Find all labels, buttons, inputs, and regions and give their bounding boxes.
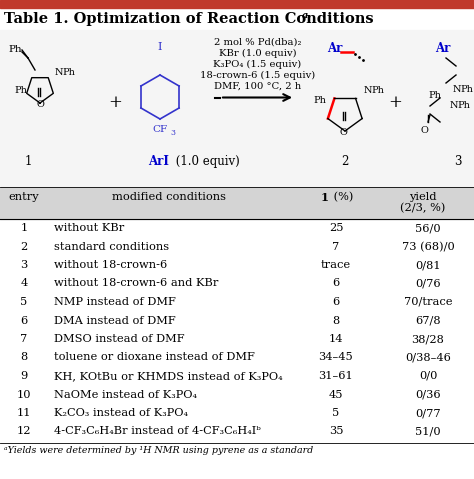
Text: 1: 1 [24, 155, 32, 168]
Text: 0/81: 0/81 [415, 260, 441, 270]
Text: 2: 2 [341, 155, 349, 168]
Text: 35: 35 [329, 426, 343, 436]
Text: 3: 3 [454, 155, 462, 168]
Text: O: O [339, 128, 347, 137]
Text: 8: 8 [20, 353, 27, 363]
Text: Table 1. Optimization of Reaction Conditions: Table 1. Optimization of Reaction Condit… [4, 12, 374, 26]
Text: 11: 11 [17, 408, 31, 418]
Bar [0, 187, 474, 219]
Text: 14: 14 [329, 334, 343, 344]
Text: 1: 1 [20, 223, 27, 233]
Text: 4-CF₃C₆H₄Br instead of 4-CF₃C₆H₄Iᵇ: 4-CF₃C₆H₄Br instead of 4-CF₃C₆H₄Iᵇ [54, 426, 261, 436]
Text: 25: 25 [329, 223, 343, 233]
Text: Ph: Ph [457, 101, 470, 110]
Text: 0/38–46: 0/38–46 [405, 353, 451, 363]
Text: NMP instead of DMF: NMP instead of DMF [54, 297, 176, 307]
Text: N: N [453, 85, 462, 94]
Text: 18-crown-6 (1.5 equiv): 18-crown-6 (1.5 equiv) [200, 71, 315, 80]
Text: Ar: Ar [328, 42, 343, 55]
Text: (%): (%) [330, 192, 354, 202]
Text: 45: 45 [329, 389, 343, 399]
Text: 0/36: 0/36 [415, 389, 441, 399]
Text: 67/8: 67/8 [415, 316, 441, 326]
Text: without 18-crown-6: without 18-crown-6 [54, 260, 167, 270]
Text: 7: 7 [332, 241, 340, 251]
Text: DMF, 100 °C, 2 h: DMF, 100 °C, 2 h [214, 82, 301, 91]
Text: ArI: ArI [148, 155, 169, 168]
Text: +: + [108, 94, 122, 111]
Text: Ph: Ph [428, 91, 441, 100]
Text: Ph: Ph [8, 45, 22, 54]
Text: (2/3, %): (2/3, %) [401, 203, 446, 213]
Text: N: N [364, 85, 373, 94]
Text: 6: 6 [332, 278, 340, 288]
Text: 1: 1 [321, 192, 329, 203]
Text: entry: entry [9, 192, 39, 202]
Text: K₃PO₄ (1.5 equiv): K₃PO₄ (1.5 equiv) [213, 60, 301, 69]
Text: 5: 5 [20, 297, 27, 307]
Text: N: N [55, 68, 64, 77]
Text: 31–61: 31–61 [319, 371, 354, 381]
Text: ᵃYields were determined by ¹H NMR using pyrene as a standard: ᵃYields were determined by ¹H NMR using … [4, 446, 313, 455]
Text: Ph: Ph [371, 85, 384, 94]
Text: +: + [388, 94, 402, 111]
Text: CF: CF [153, 125, 168, 134]
Bar [0, 30, 474, 185]
Text: DMA instead of DMF: DMA instead of DMF [54, 316, 176, 326]
Text: 4: 4 [20, 278, 27, 288]
Text: DMSO instead of DMF: DMSO instead of DMF [54, 334, 185, 344]
Text: (1.0 equiv): (1.0 equiv) [172, 155, 240, 168]
Text: 2 mol % Pd(dba)₂: 2 mol % Pd(dba)₂ [214, 38, 301, 47]
Text: without KBr: without KBr [54, 223, 124, 233]
Text: 51/0: 51/0 [415, 426, 441, 436]
Text: 7: 7 [20, 334, 27, 344]
Text: 3: 3 [20, 260, 27, 270]
Text: 0/76: 0/76 [415, 278, 441, 288]
Text: 70/trace: 70/trace [404, 297, 452, 307]
Text: 0/0: 0/0 [419, 371, 437, 381]
Text: NaOMe instead of K₃PO₄: NaOMe instead of K₃PO₄ [54, 389, 197, 399]
Text: 12: 12 [17, 426, 31, 436]
Text: 10: 10 [17, 389, 31, 399]
Text: a: a [302, 11, 309, 20]
Text: K₂CO₃ instead of K₃PO₄: K₂CO₃ instead of K₃PO₄ [54, 408, 188, 418]
Text: 56/0: 56/0 [415, 223, 441, 233]
Text: Ph: Ph [460, 85, 473, 94]
Text: yield: yield [409, 192, 437, 202]
Text: modified conditions: modified conditions [112, 192, 226, 202]
Text: 5: 5 [332, 408, 340, 418]
Text: 6: 6 [20, 316, 27, 326]
Text: 34–45: 34–45 [319, 353, 354, 363]
Text: KH, KOtBu or KHMDS instead of K₃PO₄: KH, KOtBu or KHMDS instead of K₃PO₄ [54, 371, 283, 381]
Text: Ph: Ph [62, 68, 75, 77]
Text: standard conditions: standard conditions [54, 241, 169, 251]
Text: 3: 3 [170, 129, 175, 137]
Text: Ph: Ph [14, 85, 27, 94]
Text: trace: trace [321, 260, 351, 270]
Text: 73 (68)/0: 73 (68)/0 [401, 241, 455, 252]
Text: without 18-crown-6 and KBr: without 18-crown-6 and KBr [54, 278, 219, 288]
Text: Ar: Ar [435, 42, 451, 55]
Text: 9: 9 [20, 371, 27, 381]
Text: KBr (1.0 equiv): KBr (1.0 equiv) [219, 49, 296, 58]
Text: I: I [158, 42, 162, 52]
Text: O: O [420, 125, 428, 135]
Text: 6: 6 [332, 297, 340, 307]
Text: toluene or dioxane instead of DMF: toluene or dioxane instead of DMF [54, 353, 255, 363]
Text: 8: 8 [332, 316, 340, 326]
Text: O: O [36, 100, 44, 109]
Text: 0/77: 0/77 [415, 408, 441, 418]
Text: N: N [450, 101, 458, 110]
Text: 2: 2 [20, 241, 27, 251]
Bar [0, 0, 474, 8]
Text: 38/28: 38/28 [411, 334, 445, 344]
Text: Ph: Ph [313, 95, 326, 104]
